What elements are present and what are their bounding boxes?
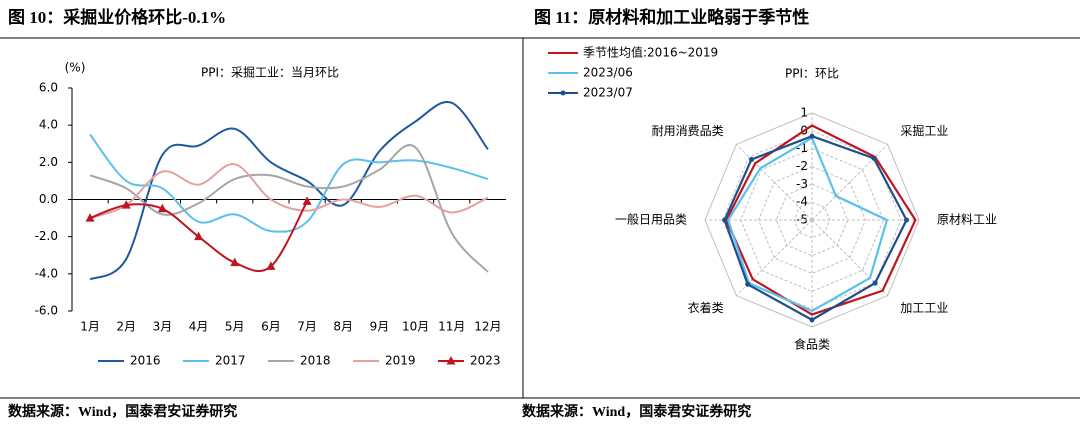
- marker: [121, 200, 131, 209]
- legend-label: 2016: [130, 354, 161, 368]
- marker: [871, 155, 877, 161]
- spoke: [811, 143, 889, 221]
- grid-ring: [757, 165, 867, 275]
- grid-ring: [775, 183, 849, 257]
- x-tick-label: 10月: [402, 320, 429, 334]
- legend-label: 2023/07: [583, 86, 633, 100]
- category-label: 衣着类: [688, 300, 724, 315]
- legend-label: 季节性均值:2016~2019: [583, 45, 718, 60]
- series-line: [89, 163, 489, 220]
- legend-label: 2017: [215, 354, 246, 368]
- y-tick-label: -6.0: [35, 304, 58, 318]
- grid-ring: [740, 148, 884, 292]
- series-line: [89, 133, 489, 233]
- y-axis-label: (%): [65, 61, 86, 75]
- category-label: 食品类: [794, 337, 830, 352]
- category-label: 一般日用品类: [615, 212, 687, 227]
- spoke: [735, 143, 813, 221]
- series-polygon: [725, 124, 917, 316]
- marker: [157, 203, 167, 213]
- r-tick-label: -5: [796, 213, 808, 227]
- chart-subtitle: PPI：环比: [785, 67, 839, 81]
- y-tick-label: 4.0: [39, 118, 58, 132]
- y-tick-label: 0.0: [39, 192, 58, 206]
- category-label: 耐用消费品类: [652, 124, 724, 138]
- source: 数据来源：Wind，国泰君安证券研究: [8, 403, 237, 420]
- x-tick-label: 11月: [438, 320, 465, 334]
- marker: [904, 217, 910, 223]
- r-tick-label: -4: [796, 195, 808, 209]
- marker: [748, 156, 754, 162]
- x-tick-label: 9月: [370, 320, 390, 334]
- marker: [560, 90, 566, 96]
- category-label: 原材料工业: [937, 213, 997, 227]
- x-tick-label: 12月: [474, 320, 501, 334]
- r-tick-label: 1: [800, 106, 808, 120]
- x-tick-label: 6月: [261, 320, 281, 334]
- category-label: 采掘工业: [900, 123, 948, 138]
- source: 数据来源：Wind，国泰君安证券研究: [522, 403, 751, 420]
- category-label: 加工工业: [900, 301, 948, 315]
- x-tick-label: 8月: [333, 320, 353, 334]
- marker: [809, 317, 815, 323]
- marker: [230, 257, 240, 267]
- y-tick-label: -4.0: [35, 266, 58, 280]
- marker: [809, 133, 815, 139]
- spoke: [735, 219, 813, 297]
- figure-title: 图 10：采掘业价格环比-0.1%: [8, 7, 226, 27]
- chart-subtitle: PPI：采掘工业：当月环比: [201, 65, 339, 80]
- grid-ring: [793, 201, 831, 239]
- series-line: [89, 101, 489, 281]
- y-tick-label: -2.0: [35, 229, 58, 243]
- x-tick-label: 3月: [153, 320, 173, 334]
- figure-title: 图 11：原材料和加工业略弱于季节性: [534, 7, 809, 27]
- marker: [85, 213, 95, 222]
- marker: [872, 280, 878, 286]
- legend-label: 2023/06: [583, 66, 633, 80]
- x-tick-label: 1月: [80, 320, 100, 334]
- r-tick-label: -1: [796, 141, 808, 155]
- x-tick-label: 2月: [116, 320, 136, 334]
- marker: [745, 281, 751, 287]
- r-tick-label: -3: [796, 177, 808, 191]
- r-tick-label: -2: [796, 159, 808, 173]
- spoke: [811, 219, 889, 297]
- x-tick-label: 5月: [225, 320, 245, 334]
- legend-label: 2018: [300, 354, 331, 368]
- series-polygon: [726, 136, 889, 313]
- legend-label: 2023: [470, 354, 501, 368]
- series-line: [89, 144, 489, 273]
- y-tick-label: 6.0: [39, 81, 58, 95]
- marker: [194, 231, 204, 241]
- marker: [722, 217, 728, 223]
- x-tick-label: 4月: [189, 320, 209, 334]
- marker: [266, 261, 276, 270]
- marker: [446, 356, 456, 365]
- y-tick-label: 2.0: [39, 155, 58, 169]
- x-tick-label: 7月: [297, 320, 317, 334]
- legend-label: 2019: [385, 354, 416, 368]
- marker: [302, 196, 312, 205]
